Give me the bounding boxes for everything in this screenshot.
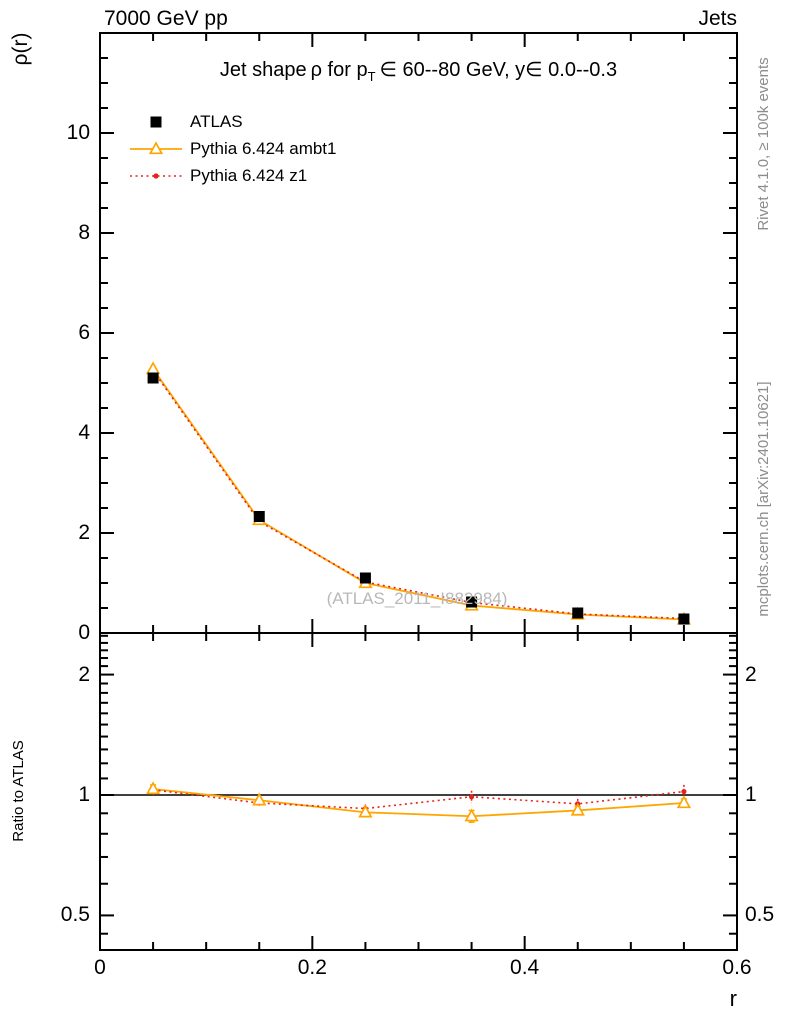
plot-title-subscript: T (367, 69, 376, 84)
main-y-tick-label: 4 (78, 421, 90, 444)
x-tick-label: 0 (94, 956, 106, 979)
ratio-y-tick-label-left: 2 (78, 662, 90, 686)
rivet-version-note: Rivet 4.1.0, ≥ 100k events (755, 57, 772, 231)
x-axis-label: r (729, 986, 737, 1011)
plot-title-pre: Jet shape ρ for p (219, 59, 368, 81)
y-axis-label-main: ρ(r) (9, 32, 32, 66)
ratio-y-tick-label-left: 0.5 (60, 903, 90, 927)
analysis-id-watermark: (ATLAS_2011_I882984) (326, 589, 508, 608)
y-axis-label-ratio: Ratio to ATLAS (10, 740, 27, 842)
main-y-tick-label: 0 (78, 621, 90, 644)
x-tick-label: 0.2 (297, 956, 327, 979)
mcplots-source-note: mcplots.cern.ch [arXiv:2401.10621] (755, 381, 772, 617)
x-tick-label: 0.6 (722, 956, 752, 979)
ratio-y-tick-label-right: 2 (745, 662, 757, 686)
analysis-group-label: Jets (698, 7, 737, 30)
ratio-y-tick-label-right: 0.5 (745, 903, 775, 927)
ratio-y-tick-label-left: 1 (78, 783, 90, 806)
legend-label-pythia-z1: Pythia 6.424 z1 (190, 166, 308, 185)
legend-label-pythia-ambt1: Pythia 6.424 ambt1 (190, 139, 337, 158)
x-tick-label: 0.4 (510, 956, 540, 979)
ratio-y-tick-label-right: 1 (745, 783, 757, 806)
main-y-tick-label: 6 (78, 321, 90, 344)
plot-title-post: ∈ 60--80 GeV, y∈ 0.0--0.3 (375, 59, 618, 81)
main-y-tick-label: 2 (78, 521, 90, 544)
main-y-tick-label: 8 (78, 221, 90, 244)
beam-energy-label: 7000 GeV pp (104, 7, 228, 30)
legend-label-atlas: ATLAS (190, 112, 243, 131)
plot-title: Jet shape ρ for pT ∈ 60--80 GeV, y∈ 0.0-… (100, 57, 737, 84)
main-y-tick-label: 10 (66, 121, 90, 144)
